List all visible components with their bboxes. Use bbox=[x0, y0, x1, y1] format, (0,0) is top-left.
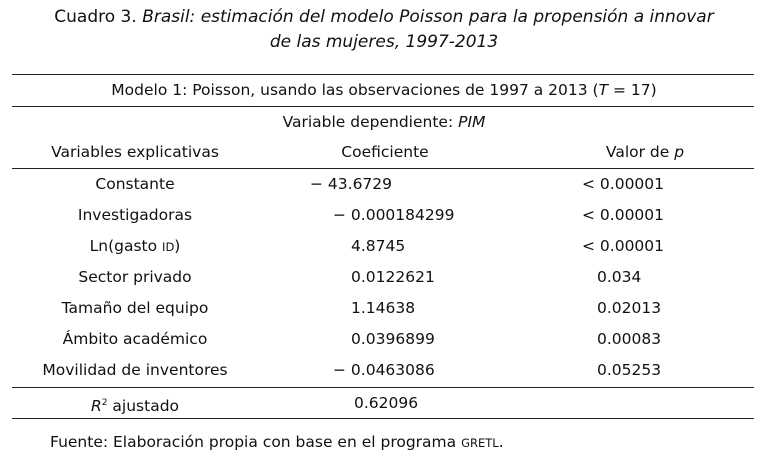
table-row: Ln(gasto ID) 4.8745 < 0.00001 bbox=[0, 231, 768, 262]
variable-name: Ln(gasto ID) bbox=[89, 237, 181, 255]
pvalue: 0.05253 bbox=[597, 361, 662, 379]
table-top-rule bbox=[12, 74, 754, 75]
table-row: Investigadoras − 0.000184299 < 0.00001 bbox=[0, 200, 768, 231]
header-variables: Variables explicativas bbox=[51, 143, 219, 161]
coefficient-value: 1.14638 bbox=[351, 299, 416, 317]
coefficient-value: − 0.000184299 bbox=[333, 206, 455, 224]
caption-line-1: Cuadro 3. Brasil: estimación del modelo … bbox=[0, 5, 768, 30]
divider-header bbox=[12, 168, 754, 169]
source-note: Fuente: Elaboración propia con base en e… bbox=[50, 433, 504, 451]
pvalue: 0.034 bbox=[597, 268, 642, 286]
column-header-row: Variables explicativas Coeficiente Valor… bbox=[0, 137, 768, 168]
table-caption: Cuadro 3. Brasil: estimación del modelo … bbox=[0, 5, 768, 55]
table-row: Sector privado 0.0122621 0.034 bbox=[0, 262, 768, 293]
r2-value: 0.62096 bbox=[354, 394, 419, 412]
model-title-row: Modelo 1: Poisson, usando las observacio… bbox=[0, 75, 768, 106]
table-bottom-rule bbox=[12, 418, 754, 419]
pvalue: < 0.00001 bbox=[582, 175, 665, 193]
model-title: Modelo 1: Poisson, usando las observacio… bbox=[111, 81, 657, 99]
divider-r2 bbox=[12, 387, 754, 388]
coefficient-value: 0.0122621 bbox=[351, 268, 435, 286]
pvalue: < 0.00001 bbox=[582, 237, 665, 255]
r2-label: R2 ajustado bbox=[90, 397, 180, 416]
table-row: Tamaño del equipo 1.14638 0.02013 bbox=[0, 293, 768, 324]
variable-name: Constante bbox=[95, 175, 175, 193]
pvalue: < 0.00001 bbox=[582, 206, 665, 224]
dependent-variable: Variable dependiente: PIM bbox=[282, 113, 486, 131]
dependent-variable-row: Variable dependiente: PIM bbox=[0, 107, 768, 138]
variable-name: Ámbito académico bbox=[62, 330, 208, 348]
variable-name: Investigadoras bbox=[77, 206, 193, 224]
table-row: Ámbito académico 0.0396899 0.00083 bbox=[0, 324, 768, 355]
caption-title: Brasil: estimación del modelo Poisson pa… bbox=[142, 7, 714, 27]
header-coefficient: Coeficiente bbox=[341, 143, 429, 161]
header-pvalue: Valor de p bbox=[605, 143, 685, 161]
coefficient-value: − 43.6729 bbox=[310, 175, 393, 193]
pvalue: 0.02013 bbox=[597, 299, 662, 317]
divider-model bbox=[12, 106, 754, 107]
variable-name: Tamaño del equipo bbox=[61, 299, 209, 317]
r2-row: R2 ajustado 0.62096 bbox=[0, 388, 768, 419]
coefficient-value: 0.0396899 bbox=[351, 330, 435, 348]
variable-name: Sector privado bbox=[78, 268, 192, 286]
coefficient-value: 4.8745 bbox=[351, 237, 406, 255]
table-row: Constante − 43.6729 < 0.00001 bbox=[0, 169, 768, 200]
table-row: Movilidad de inventores − 0.0463086 0.05… bbox=[0, 355, 768, 386]
variable-name: Movilidad de inventores bbox=[42, 361, 228, 379]
pvalue: 0.00083 bbox=[597, 330, 662, 348]
coefficient-value: − 0.0463086 bbox=[333, 361, 435, 379]
caption-line-2: de las mujeres, 1997-2013 bbox=[269, 32, 499, 52]
caption-prefix: Cuadro 3. bbox=[54, 7, 143, 27]
